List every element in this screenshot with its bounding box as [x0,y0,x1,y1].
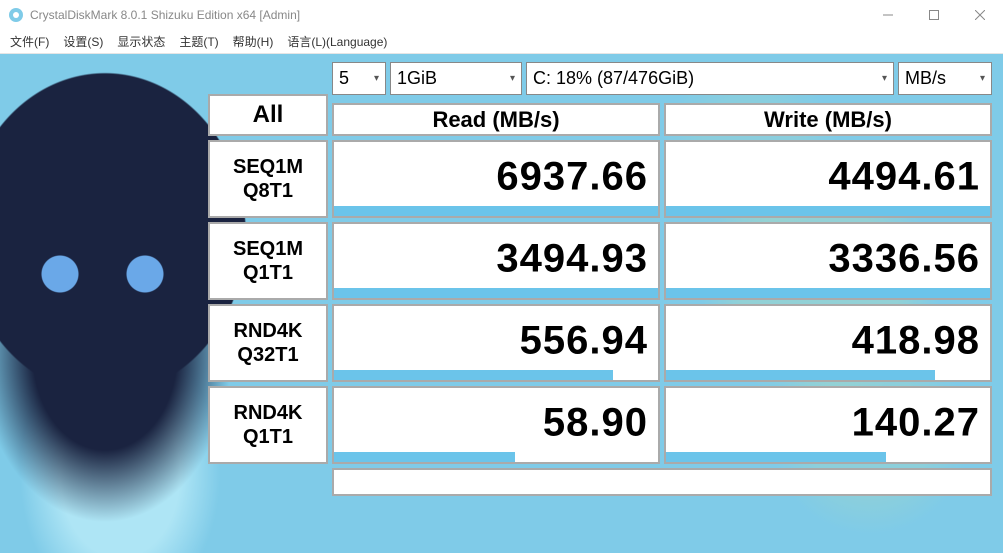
size-dropdown[interactable]: 1GiB ▾ [390,62,522,95]
read-value: 6937.66 [496,154,648,199]
menu-file[interactable]: 文件(F) [10,33,49,50]
write-cell-2: 418.98 [664,304,992,382]
all-button-label: All [253,101,284,129]
read-bar [334,206,658,216]
minimize-button[interactable] [865,0,911,30]
write-bar [666,452,886,462]
read-value: 3494.93 [496,236,648,281]
write-header: Write (MB/s) [664,103,992,136]
app-icon [8,7,24,23]
menu-settings[interactable]: 设置(S) [63,33,103,50]
write-cell-1: 3336.56 [664,222,992,300]
read-bar [334,452,515,462]
test-line2: Q8T1 [243,179,293,203]
chevron-down-icon: ▾ [374,73,379,84]
read-cell-3: 58.90 [332,386,660,464]
write-bar [666,206,990,216]
test-line1: RND4K [234,401,303,425]
read-cell-1: 3494.93 [332,222,660,300]
test-line2: Q1T1 [243,425,293,449]
test-button-3[interactable]: RND4KQ1T1 [208,386,328,464]
menu-display[interactable]: 显示状态 [117,33,165,50]
read-value: 556.94 [520,318,648,363]
read-value: 58.90 [543,400,648,445]
read-bar [334,370,613,380]
test-button-1[interactable]: SEQ1MQ1T1 [208,222,328,300]
test-line2: Q1T1 [243,261,293,285]
count-value: 5 [339,68,349,89]
window-title: CrystalDiskMark 8.0.1 Shizuku Edition x6… [30,8,300,22]
write-cell-3: 140.27 [664,386,992,464]
test-line1: SEQ1M [233,237,303,261]
unit-dropdown[interactable]: MB/s ▾ [898,62,992,95]
chevron-down-icon: ▾ [510,73,515,84]
count-dropdown[interactable]: 5 ▾ [332,62,386,95]
menu-theme[interactable]: 主题(T) [179,33,218,50]
read-header: Read (MB/s) [332,103,660,136]
write-header-label: Write (MB/s) [764,107,892,133]
test-line1: RND4K [234,319,303,343]
write-cell-0: 4494.61 [664,140,992,218]
menu-help[interactable]: 帮助(H) [233,33,274,50]
size-value: 1GiB [397,68,437,89]
read-cell-0: 6937.66 [332,140,660,218]
read-header-label: Read (MB/s) [432,107,559,133]
write-value: 3336.56 [828,236,980,281]
write-value: 140.27 [852,400,980,445]
drive-value: C: 18% (87/476GiB) [533,68,694,89]
close-button[interactable] [957,0,1003,30]
write-value: 4494.61 [828,154,980,199]
test-line2: Q32T1 [237,343,298,367]
test-line1: SEQ1M [233,155,303,179]
all-button[interactable]: All [208,94,328,136]
maximize-button[interactable] [911,0,957,30]
test-button-2[interactable]: RND4KQ32T1 [208,304,328,382]
write-value: 418.98 [852,318,980,363]
drive-dropdown[interactable]: C: 18% (87/476GiB) ▾ [526,62,894,95]
chevron-down-icon: ▾ [882,73,887,84]
write-bar [666,370,935,380]
status-bar [332,468,992,496]
test-button-0[interactable]: SEQ1MQ8T1 [208,140,328,218]
unit-value: MB/s [905,68,946,89]
read-cell-2: 556.94 [332,304,660,382]
chevron-down-icon: ▾ [980,73,985,84]
read-bar [334,288,658,298]
write-bar [666,288,990,298]
menu-language[interactable]: 语言(L)(Language) [287,33,387,50]
